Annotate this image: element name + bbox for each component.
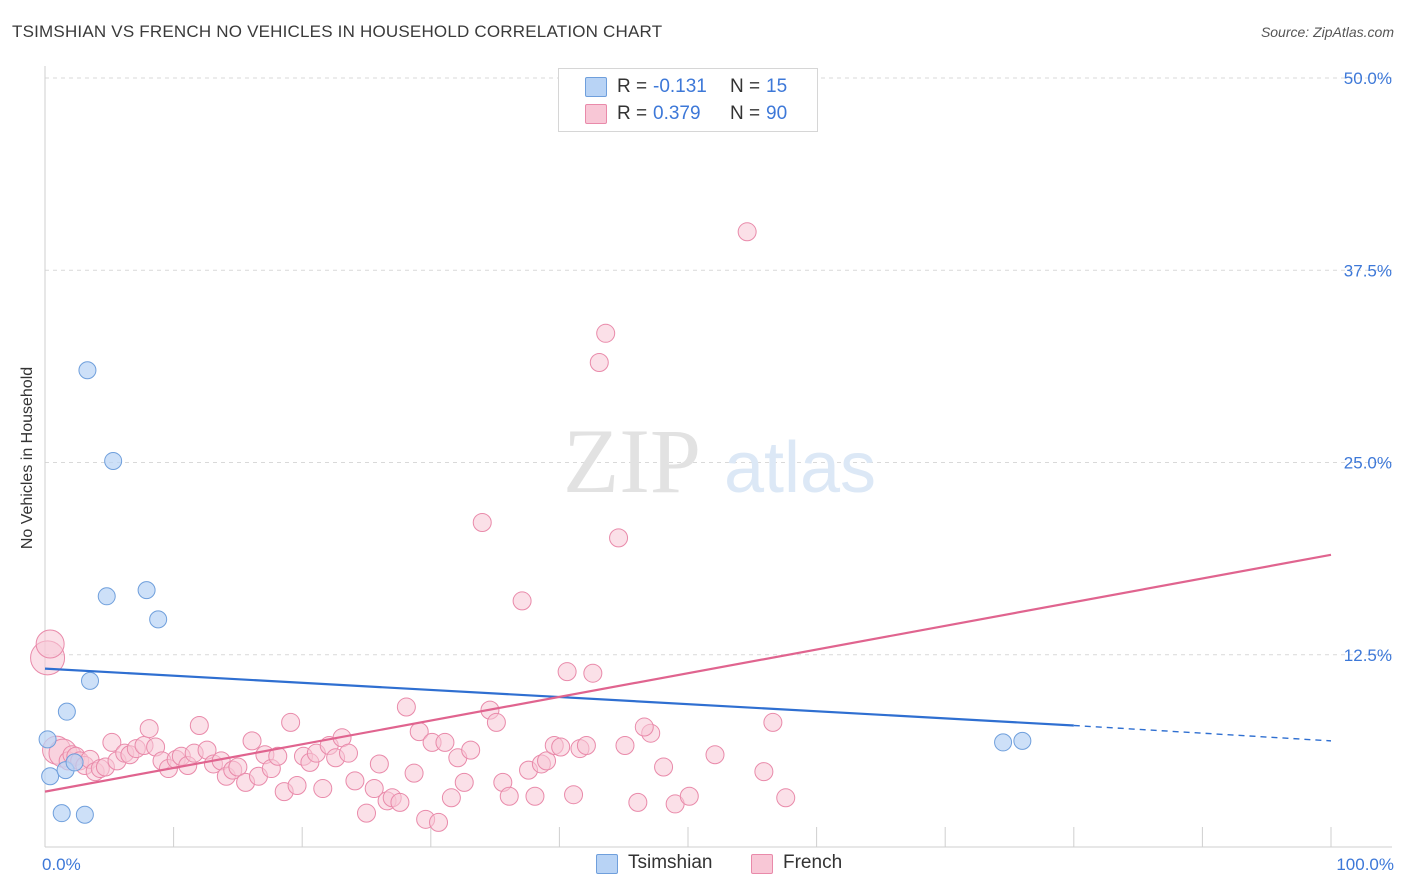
french-point — [486, 712, 506, 732]
r-value: 0.379 — [653, 103, 701, 124]
source-label: Source: ZipAtlas.com — [1260, 24, 1394, 40]
french-point — [679, 786, 699, 806]
french-point — [763, 712, 783, 732]
n-value: 90 — [766, 103, 788, 124]
n-label: N = — [730, 76, 761, 97]
french-point — [396, 697, 416, 717]
french-point — [35, 629, 65, 659]
french-point — [281, 712, 301, 732]
french-point — [357, 803, 376, 823]
tsimshian-point — [75, 805, 94, 824]
r-label: R = — [617, 76, 648, 97]
french-point — [345, 771, 365, 791]
french-point — [628, 792, 648, 812]
french-point — [287, 775, 307, 795]
french-point — [313, 779, 333, 799]
french-point — [369, 754, 389, 774]
french-point — [537, 751, 557, 771]
french-point — [454, 772, 474, 792]
tsimshian-point — [52, 804, 71, 823]
r-label: R = — [617, 103, 648, 124]
french-point — [404, 763, 424, 783]
y-tick-label: 25.0% — [1344, 454, 1392, 473]
tsimshian-point — [149, 610, 168, 629]
french-point — [364, 779, 384, 799]
tsimshian-point — [38, 730, 57, 749]
watermark-atlas: atlas — [724, 428, 876, 508]
french-point — [705, 745, 725, 765]
french-point — [268, 746, 288, 766]
french-swatch — [585, 104, 607, 124]
tsimshian-trend-extension — [1073, 724, 1332, 742]
gridlines — [45, 77, 1392, 656]
french-point — [472, 512, 492, 532]
tsimshian-points — [38, 361, 1032, 824]
tsimshian-swatch — [585, 77, 607, 97]
tick-labels: 12.5% 25.0% 37.5% 50.0% 0.0% 100.0% — [42, 69, 1394, 874]
tsimshian-point — [97, 587, 116, 606]
french-point — [512, 591, 532, 611]
french-point — [242, 731, 262, 751]
tsimshian-point — [57, 702, 76, 721]
french-point — [551, 737, 571, 757]
french-point — [576, 735, 596, 755]
french-point — [776, 788, 796, 808]
french-point — [189, 715, 209, 735]
y-tick-label: 12.5% — [1344, 646, 1392, 665]
french-point — [615, 735, 635, 755]
french-point — [435, 732, 455, 752]
n-value: 15 — [766, 76, 788, 97]
tsimshian-point — [1013, 731, 1032, 750]
french-point — [499, 786, 519, 806]
french-point — [754, 762, 774, 782]
n-label: N = — [730, 103, 761, 124]
french-point — [654, 757, 674, 777]
french-point — [102, 732, 122, 752]
french-legend-label: French — [783, 852, 843, 873]
tsimshian-point — [65, 753, 84, 772]
x-tick-label-min: 0.0% — [42, 855, 81, 874]
french-point — [557, 662, 577, 682]
r-value: -0.131 — [653, 76, 707, 97]
french-point — [564, 785, 584, 805]
french-point — [139, 719, 159, 739]
tsimshian-swatch — [596, 854, 618, 874]
french-point — [609, 528, 629, 548]
french-point — [429, 812, 449, 832]
french-point — [441, 788, 461, 808]
correlation-legend: R = -0.131 N = 15 R = 0.379 N = 90 — [558, 68, 818, 132]
french-point — [228, 757, 248, 777]
y-tick-label: 37.5% — [1344, 261, 1392, 280]
tsimshian-point — [41, 767, 60, 786]
french-point — [461, 740, 481, 760]
tsimshian-legend-label: Tsimshian — [628, 852, 713, 873]
french-point — [596, 323, 616, 343]
tsimshian-point — [104, 451, 123, 470]
tsimshian-point — [994, 733, 1013, 752]
tsimshian-point — [81, 671, 100, 690]
french-swatch — [751, 854, 773, 874]
french-point — [390, 792, 410, 812]
french-points — [30, 222, 796, 832]
axes — [44, 66, 1392, 848]
french-point — [737, 222, 757, 242]
tsimshian-point — [137, 581, 156, 600]
x-tick-label-max: 100.0% — [1336, 855, 1394, 874]
chart-title: TSIMSHIAN VS FRENCH NO VEHICLES IN HOUSE… — [12, 22, 663, 41]
french-point — [589, 353, 609, 373]
tsimshian-point — [78, 361, 97, 380]
french-point — [525, 786, 545, 806]
french-point — [634, 717, 654, 737]
french-point — [583, 663, 603, 683]
french-trend-line — [44, 553, 1332, 793]
trend-lines — [44, 553, 1332, 793]
watermark-zip: ZIP — [563, 410, 701, 512]
french-point — [338, 743, 358, 763]
y-tick-label: 50.0% — [1344, 69, 1392, 88]
